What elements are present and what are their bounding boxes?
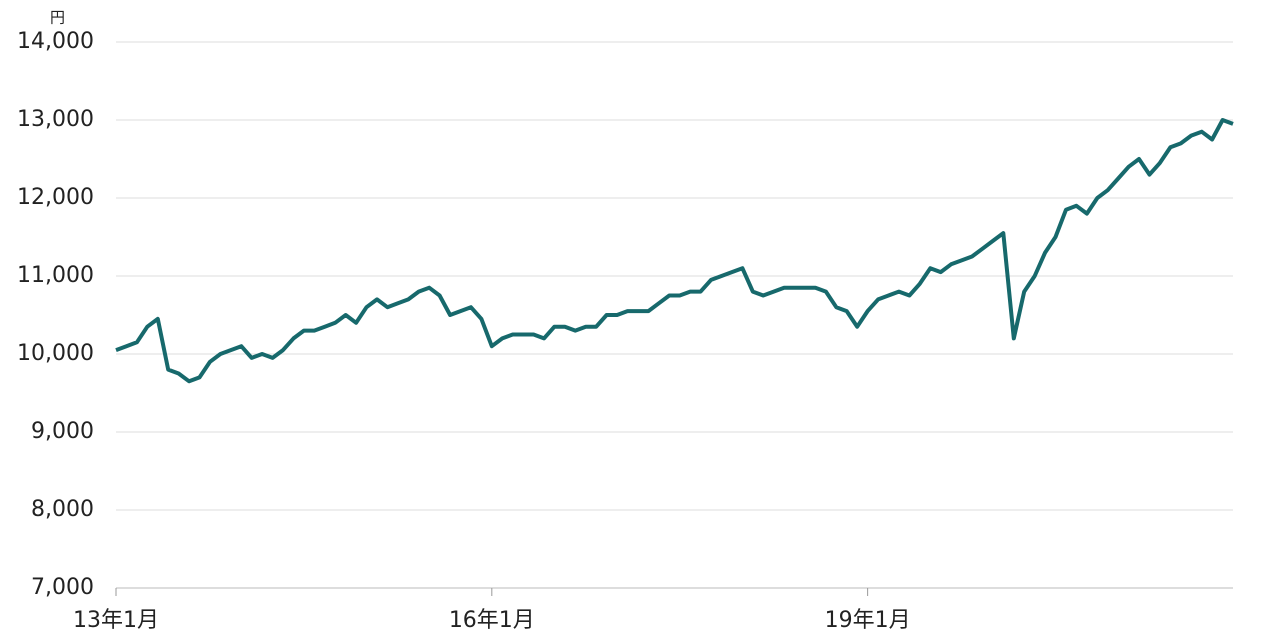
- y-tick-label: 14,000: [17, 29, 94, 54]
- x-tick-label: 19年1月: [825, 608, 911, 633]
- x-tick-label: 13年1月: [73, 608, 159, 633]
- line-series: [115, 118, 1234, 384]
- y-tick-label: 12,000: [17, 185, 94, 210]
- y-tick-label: 11,000: [17, 263, 94, 288]
- y-axis-unit: 円: [50, 9, 65, 27]
- y-tick-label: 13,000: [17, 107, 94, 132]
- y-tick-label: 9,000: [31, 419, 94, 444]
- x-tick-label: 16年1月: [449, 608, 535, 633]
- y-tick-label: 10,000: [17, 341, 94, 366]
- y-tick-label: 7,000: [31, 575, 94, 600]
- y-tick-label: 8,000: [31, 497, 94, 522]
